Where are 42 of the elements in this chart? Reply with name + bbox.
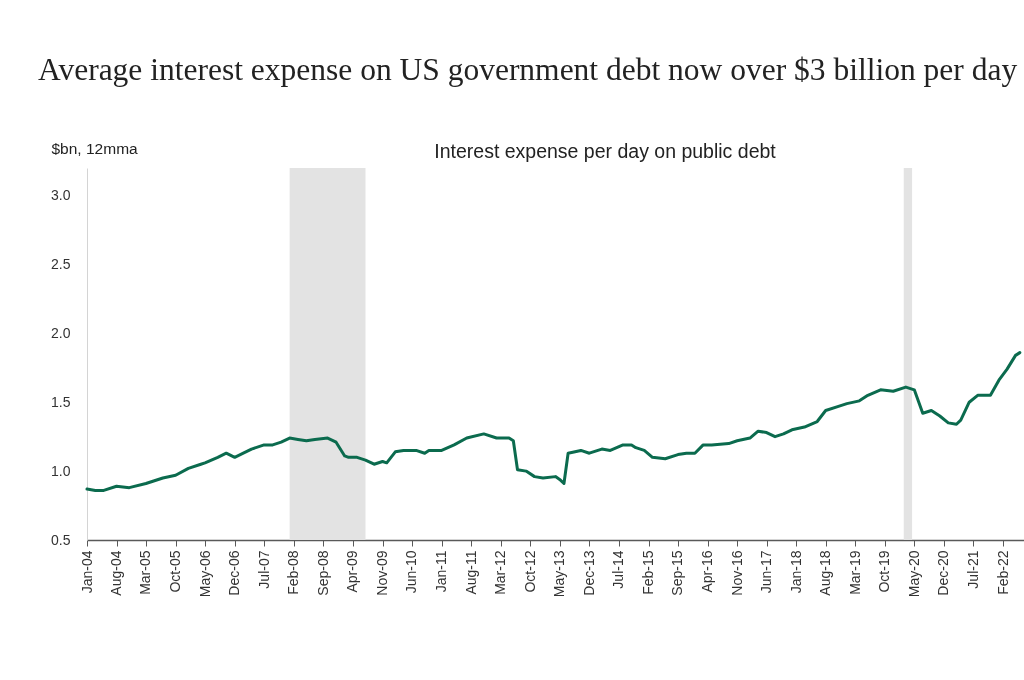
x-tick-label: Jan-04 xyxy=(78,550,95,594)
x-tick-label: Dec-06 xyxy=(226,550,243,596)
x-tick-label: Jul-21 xyxy=(964,550,981,589)
x-tick-label: Oct-19 xyxy=(876,550,893,593)
chart-title: Average interest expense on US government debt now over $3 billion per day xyxy=(38,51,1018,87)
y-tick-label: 1.5 xyxy=(51,393,71,410)
y-tick-label: 3.0 xyxy=(51,187,71,204)
x-tick-label: Feb-08 xyxy=(285,550,302,595)
x-tick-label: Sep-08 xyxy=(314,550,331,596)
x-tick-label: Sep-15 xyxy=(669,550,686,596)
y-tick-label: 1.0 xyxy=(51,462,71,479)
x-tick-label: Nov-09 xyxy=(374,550,391,596)
x-tick-label: Jun-17 xyxy=(758,550,775,594)
x-tick-label: Dec-20 xyxy=(935,550,952,596)
x-tick-label: Dec-13 xyxy=(580,550,597,596)
x-tick-label: Jan-11 xyxy=(433,550,450,593)
x-tick-label: May-20 xyxy=(905,550,922,598)
y-tick-label: 0.5 xyxy=(51,531,71,548)
x-tick-label: Oct-05 xyxy=(167,550,184,593)
x-tick-label: May-06 xyxy=(196,550,213,598)
x-tick-label: Jan-18 xyxy=(787,550,804,594)
chart-subtitle: Interest expense per day on public debt xyxy=(434,140,777,162)
x-tick-label: Mar-19 xyxy=(846,550,863,595)
x-tick-label: Jul-14 xyxy=(610,550,627,589)
x-tick-label: Mar-05 xyxy=(137,550,154,595)
x-tick-label: Apr-16 xyxy=(699,550,716,593)
y-axis-title: $bn, 12mma xyxy=(51,139,139,157)
y-tick-label: 2.0 xyxy=(51,324,71,341)
x-tick-label: Jun-10 xyxy=(403,550,420,594)
x-tick-label: May-13 xyxy=(551,550,568,598)
x-tick-label: Aug-04 xyxy=(108,550,125,596)
line-series xyxy=(85,351,1022,492)
x-tick-label: Feb-22 xyxy=(994,550,1011,595)
x-tick-label: Oct-12 xyxy=(521,550,538,593)
x-tick-label: Jul-07 xyxy=(255,550,272,589)
x-tick-label: Feb-15 xyxy=(640,550,657,595)
x-tick-label: Aug-11 xyxy=(462,550,479,595)
y-tick-label: 2.5 xyxy=(51,255,71,272)
x-tick-label: Mar-12 xyxy=(492,550,509,595)
x-tick-label: Nov-16 xyxy=(728,550,745,596)
x-tick-label: Aug-18 xyxy=(817,550,834,596)
x-tick-label: Apr-09 xyxy=(344,550,361,593)
